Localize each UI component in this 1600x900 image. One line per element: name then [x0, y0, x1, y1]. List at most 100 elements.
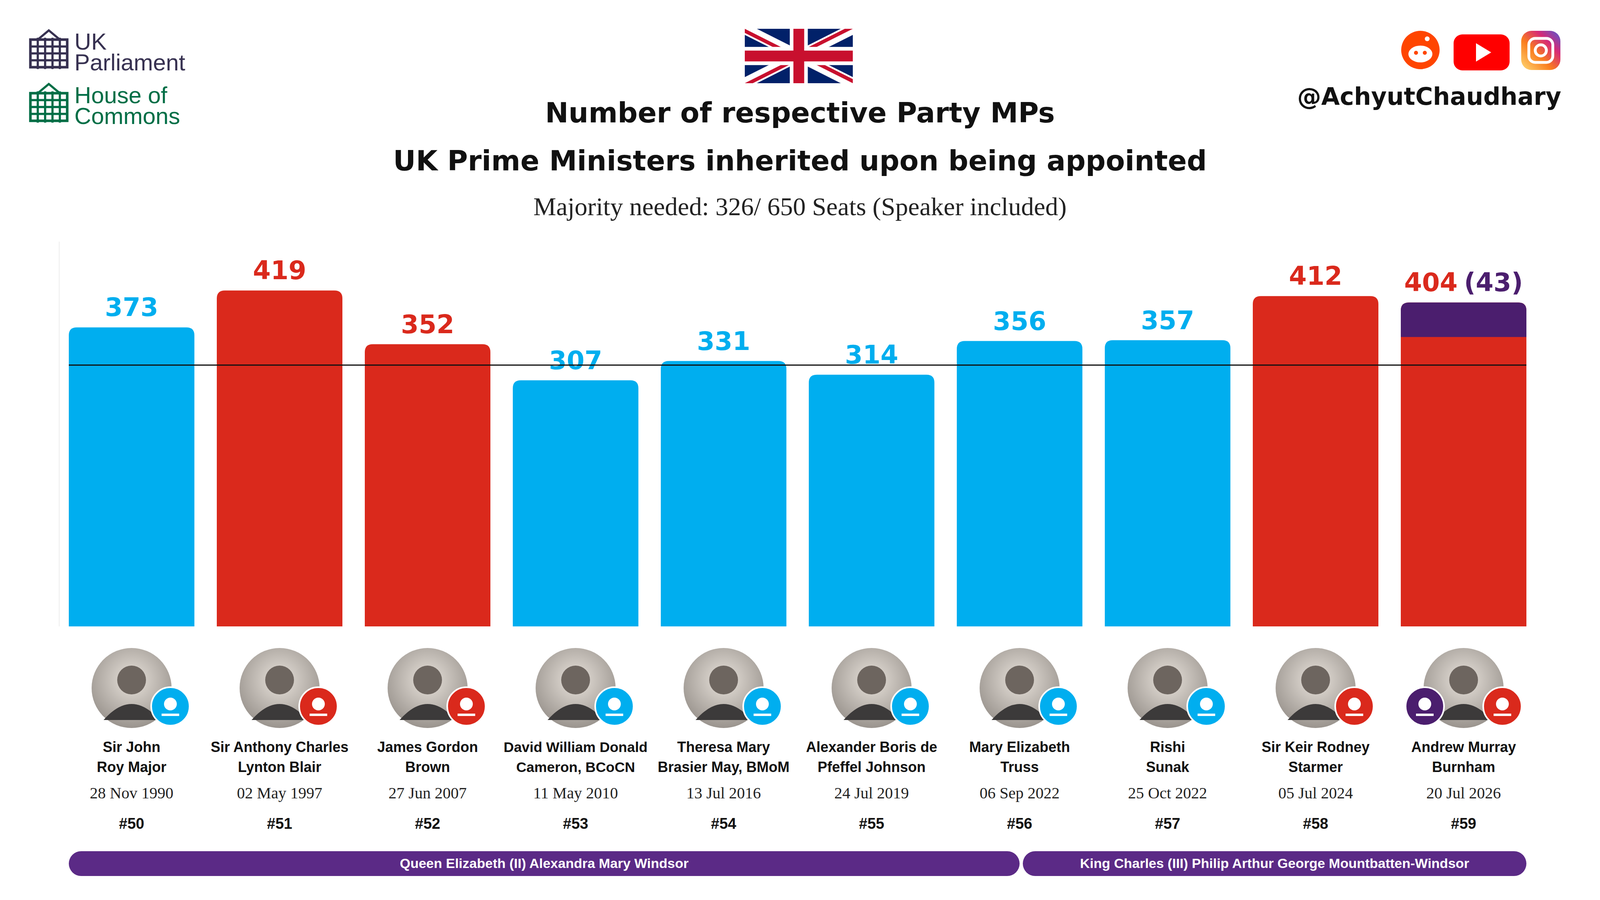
pm-name-line: Sir John — [102, 738, 161, 756]
pm-number: #51 — [266, 815, 292, 832]
union-flag — [744, 28, 853, 84]
party-badge-emblem — [460, 697, 473, 711]
bar — [956, 341, 1083, 627]
commons-logo-text-line: Commons — [74, 102, 180, 129]
pm-name-line: Sir Anthony Charles — [210, 738, 349, 756]
data-label: 373 — [104, 292, 159, 322]
majority-line — [68, 364, 1527, 366]
bar — [1252, 296, 1379, 627]
flag-field — [744, 28, 853, 84]
party-badge — [447, 687, 486, 726]
monarch-name: King Charles (III) Philip Arthur George … — [1080, 855, 1470, 871]
pm-name: Mary ElizabethTruss — [969, 738, 1070, 776]
pm-name-line: Sir Keir Rodney — [1261, 738, 1370, 756]
title: Number of respective Party MPs — [545, 96, 1055, 130]
social-icons — [1401, 30, 1561, 71]
bar — [216, 290, 343, 627]
reddit-eye — [1414, 50, 1418, 55]
party-badge-emblem — [312, 697, 325, 711]
reddit-face — [1408, 45, 1433, 63]
appointment-date: 20 Jul 2026 — [1426, 784, 1502, 802]
bar — [364, 344, 491, 627]
data-label-value: 404 — [1404, 267, 1458, 298]
pm-number: #55 — [858, 815, 884, 832]
commons-logo-text: House ofCommons — [74, 82, 180, 129]
icon-frame — [30, 39, 68, 68]
pm-name: David William DonaldCameron, BCoCN — [503, 739, 648, 776]
data-label-value: 357 — [1140, 305, 1195, 336]
pm-name-line: Alexander Boris de — [806, 738, 938, 756]
pm-number: #50 — [118, 815, 144, 832]
caption: Majority needed: 326/ 650 Seats (Speaker… — [533, 192, 1067, 221]
portrait-head — [857, 665, 886, 695]
monarch-band — [1022, 851, 1527, 876]
pm-name: Andrew MurrayBurnham — [1411, 738, 1516, 776]
appointment-date: 13 Jul 2016 — [686, 784, 762, 802]
flag-saltire — [744, 28, 853, 84]
pm-name-line: Sunak — [1146, 758, 1190, 776]
party-badge — [595, 687, 634, 726]
icon-crown — [37, 84, 60, 94]
co-op-data-label: (43) — [1464, 267, 1524, 298]
party-badge-text — [1493, 713, 1512, 716]
pm-number: #56 — [1006, 815, 1032, 832]
pm-name: James GordonBrown — [377, 738, 478, 776]
appointment-date: 11 May 2010 — [533, 784, 618, 802]
instagram-frame — [1528, 38, 1553, 63]
parliament-logo-text: UKParliament — [74, 28, 186, 76]
pm-number: #59 — [1450, 815, 1476, 832]
flag-saltire-red — [744, 28, 853, 84]
party-badge-text — [1197, 713, 1216, 716]
icon-bar — [30, 112, 68, 116]
portrait-head — [1301, 665, 1330, 695]
data-label: 412 — [1288, 261, 1343, 291]
party-badge-emblem — [1496, 697, 1509, 711]
party-badge-text — [1416, 713, 1434, 716]
pm-name: RishiSunak — [1146, 738, 1190, 776]
bars — [68, 290, 1527, 627]
portcullis-icon — [30, 30, 68, 70]
portrait-head — [561, 665, 590, 695]
portrait-head — [1153, 665, 1182, 695]
y-axis-line — [58, 241, 60, 627]
icon-bar — [30, 52, 68, 55]
portrait-head — [265, 665, 294, 695]
party-badge-text — [605, 713, 624, 716]
party-badge-text — [901, 713, 920, 716]
data-label-value: 419 — [252, 255, 307, 286]
portrait-head — [709, 665, 738, 695]
youtube-play — [1476, 43, 1492, 62]
data-label: 352 — [400, 309, 455, 340]
portrait-head — [117, 665, 146, 695]
flag-cross — [744, 28, 853, 84]
pm-name-line: Lynton Blair — [238, 758, 322, 776]
pm-name-line: Theresa Mary — [677, 738, 770, 756]
parliament-logo-text-line: Parliament — [74, 49, 186, 76]
portrait-head — [413, 665, 442, 695]
appointment-date: 02 May 1997 — [236, 784, 322, 802]
pm-number: #57 — [1154, 815, 1180, 832]
party-badge — [1187, 687, 1226, 726]
party-badge — [299, 687, 338, 726]
youtube-icon — [1453, 34, 1510, 71]
background — [0, 0, 1600, 900]
pm-name-line: James Gordon — [377, 738, 478, 756]
monarch-name: Queen Elizabeth (II) Alexandra Mary Wind… — [399, 855, 689, 871]
data-label: 419 — [252, 255, 307, 286]
pm-number: #58 — [1302, 815, 1328, 832]
pm-name-line: Pfeffel Johnson — [817, 758, 926, 776]
pm-name-line: Cameron, BCoCN — [516, 759, 635, 776]
party-badge-emblem — [608, 697, 621, 711]
data-label-value: 373 — [104, 292, 159, 322]
appointment-date: 05 Jul 2024 — [1278, 784, 1354, 802]
party-badge-text — [1345, 713, 1364, 716]
handle: @AchyutChaudhary — [1297, 82, 1562, 111]
appointment-date: 06 Sep 2022 — [979, 784, 1060, 802]
appointment-date: 28 Nov 1990 — [90, 784, 174, 802]
data-label-value: 331 — [696, 326, 751, 356]
pm-name-line: Starmer — [1288, 758, 1343, 776]
icon-crown — [37, 30, 60, 40]
pm-details: Sir JohnRoy Major28 Nov 1990#50Sir Antho… — [90, 648, 1522, 832]
branding: UKParliament House ofCommons — [30, 28, 186, 129]
reddit-icon — [1401, 30, 1440, 70]
